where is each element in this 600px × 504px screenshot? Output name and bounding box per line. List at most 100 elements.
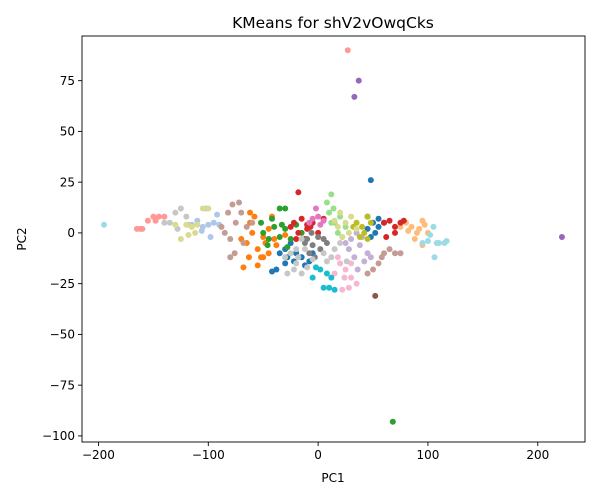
data-point-16-2	[364, 213, 371, 220]
data-point-2-11	[245, 254, 252, 261]
data-point-11-11	[231, 250, 238, 257]
data-point-14-2	[315, 233, 322, 240]
data-point-5-7	[328, 191, 335, 198]
data-point-9-8	[361, 258, 368, 265]
x-axis-label: PC1	[321, 471, 344, 485]
data-point-13-6	[353, 280, 360, 287]
data-point-15-2	[166, 219, 173, 226]
data-point-15-14	[343, 258, 350, 265]
data-point-17-3	[199, 205, 206, 212]
data-point-4-5	[287, 236, 294, 242]
data-point-7-1	[155, 213, 162, 220]
data-point-5-0	[326, 209, 333, 216]
data-point-13-0	[337, 260, 344, 267]
data-point-3-5	[411, 236, 418, 242]
y-tick-label-5: 25	[60, 175, 75, 189]
y-tick-label-6: 50	[60, 125, 75, 139]
data-point-2-18	[247, 209, 254, 216]
data-point-8-1	[351, 93, 358, 100]
data-point-4-10	[276, 205, 283, 212]
data-point-7-6	[152, 217, 159, 224]
data-point-9-9	[345, 246, 352, 253]
data-point-11-20	[378, 254, 385, 261]
data-point-11-10	[240, 240, 247, 247]
data-point-9-10	[354, 266, 361, 273]
data-point-18-6	[328, 274, 335, 281]
data-point-0-19	[269, 268, 275, 275]
data-point-6-15	[400, 217, 407, 224]
data-point-15-12	[301, 246, 308, 253]
data-point-11-18	[370, 266, 377, 273]
data-point-0-6	[282, 260, 289, 267]
data-point-13-8	[341, 274, 348, 281]
data-point-17-12	[334, 223, 341, 230]
data-point-15-17	[328, 254, 335, 261]
data-point-17-2	[194, 221, 201, 228]
data-point-8-0	[355, 77, 362, 84]
y-tick-label-2: −50	[50, 328, 75, 342]
data-point-11-2	[232, 219, 239, 226]
data-point-6-13	[392, 223, 398, 230]
data-point-13-5	[331, 270, 338, 277]
y-tick-label-3: −25	[50, 277, 75, 291]
data-point-17-6	[185, 231, 192, 238]
data-point-4-9	[282, 205, 289, 212]
data-point-4-14	[264, 242, 271, 249]
data-point-3-1	[408, 223, 415, 230]
data-point-4-3	[276, 233, 283, 240]
data-point-2-12	[240, 264, 247, 271]
data-point-9-0	[342, 240, 349, 247]
data-point-15-8	[293, 260, 300, 267]
data-point-13-4	[345, 284, 352, 291]
data-point-15-19	[284, 270, 291, 277]
data-point-17-13	[345, 229, 352, 236]
data-point-19-8	[419, 240, 426, 247]
data-point-15-1	[177, 205, 184, 212]
data-point-18-1	[317, 266, 324, 273]
data-point-4-13	[284, 244, 291, 251]
data-point-10-0	[372, 292, 379, 299]
data-point-15-11	[295, 254, 302, 261]
data-point-18-4	[331, 286, 338, 293]
data-point-4-4	[282, 225, 289, 232]
x-axis: −200 −100 0 100 200	[82, 442, 549, 462]
data-point-17-11	[348, 213, 355, 220]
data-point-6-11	[381, 219, 388, 226]
data-point-5-2	[323, 199, 330, 206]
data-point-13-7	[334, 254, 341, 261]
data-point-0-13	[375, 215, 382, 222]
data-point-13-2	[348, 274, 355, 281]
data-point-16-4	[356, 233, 363, 240]
data-point-15-21	[298, 236, 305, 242]
data-point-12-4	[317, 221, 324, 228]
x-tick-label-0: −200	[82, 448, 115, 462]
data-point-15-22	[331, 246, 338, 253]
data-point-16-7	[364, 236, 371, 242]
data-point-14-3	[320, 236, 327, 242]
data-point-7-5	[144, 217, 151, 224]
y-tick-label-1: −75	[50, 378, 75, 392]
x-tick-label-1: −100	[192, 448, 225, 462]
data-point-12-2	[320, 217, 327, 224]
data-point-13-3	[339, 286, 346, 293]
data-point-11-9	[218, 223, 225, 230]
data-point-7-7	[137, 225, 144, 232]
data-point-4-11	[258, 219, 265, 226]
data-point-11-17	[375, 260, 382, 267]
data-point-11-5	[243, 223, 250, 230]
data-point-15-13	[290, 266, 297, 273]
data-point-3-4	[416, 225, 423, 232]
data-point-15-7	[287, 250, 294, 257]
data-point-15-16	[320, 250, 327, 257]
y-tick-label-0: −100	[42, 429, 75, 443]
data-point-6-17	[383, 233, 390, 240]
data-point-11-14	[392, 250, 398, 257]
data-points	[100, 47, 565, 425]
data-point-4-2	[271, 223, 278, 230]
data-point-2-16	[282, 231, 289, 238]
data-point-2-14	[260, 254, 267, 261]
data-point-0-10	[375, 223, 382, 230]
data-point-18-2	[320, 284, 327, 291]
data-point-9-7	[351, 254, 358, 261]
